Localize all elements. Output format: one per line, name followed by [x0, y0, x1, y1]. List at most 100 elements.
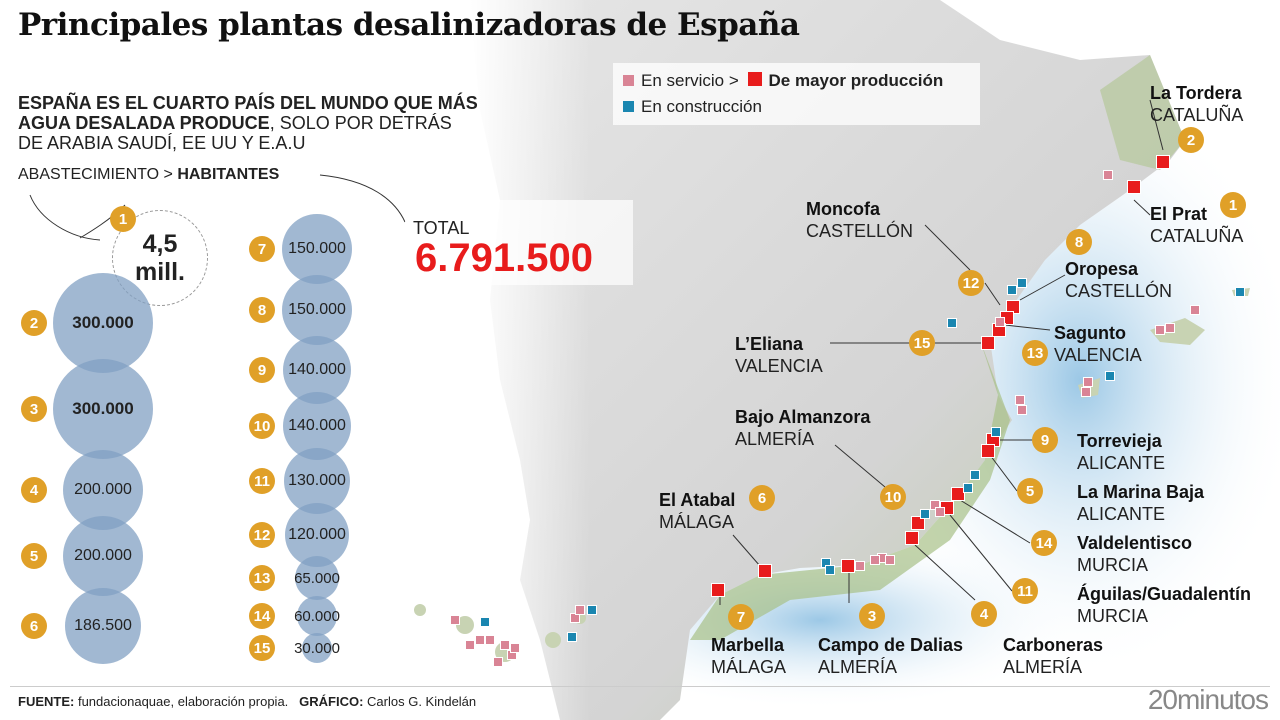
badge-14: 14: [249, 603, 275, 629]
plant-name: El Atabal: [659, 490, 736, 510]
plant-marker-in-service: [855, 561, 865, 571]
plant-label-1: El Prat CATALUÑA: [1150, 203, 1243, 247]
plant-region: MÁLAGA: [711, 657, 787, 677]
plant-name: Sagunto: [1054, 323, 1126, 343]
map-badge-1: 1: [1220, 192, 1246, 218]
plant-marker-top: [911, 516, 925, 530]
plant-marker-top: [758, 564, 772, 578]
plant-marker-top: [1127, 180, 1141, 194]
plant-marker-construction: [1105, 371, 1115, 381]
map-badge-2: 2: [1178, 127, 1204, 153]
plant-label-5: La Marina Baja ALICANTE: [1077, 481, 1204, 525]
plant-marker-in-service: [1165, 323, 1175, 333]
subtitle: ESPAÑA ES EL CUARTO PAÍS DEL MUNDO QUE M…: [18, 93, 478, 153]
badge-2: 2: [21, 310, 47, 336]
plant-label-13: Sagunto VALENCIA: [1054, 322, 1142, 365]
plant-region: CASTELLÓN: [806, 221, 914, 241]
plant-marker-in-service: [1017, 405, 1027, 415]
plant-name: Moncofa: [806, 199, 880, 219]
graphic-credit: Carlos G. Kindelán: [363, 694, 477, 709]
footer: FUENTE: fundacionaquae, elaboración prop…: [18, 694, 476, 709]
plant-label-6: El Atabal MÁLAGA: [659, 489, 735, 533]
plant-label-7: Marbella MÁLAGA: [711, 634, 786, 678]
plant-marker-in-service: [995, 317, 1005, 327]
supply-label: ABASTECIMIENTO > HABITANTES: [18, 166, 279, 184]
top-production-swatch: [747, 72, 762, 86]
plant-marker-construction: [991, 427, 1001, 437]
plant-marker-construction: [1017, 278, 1027, 288]
legend-in-service: En servicio > De mayor producción: [623, 71, 943, 91]
plant-marker-construction: [587, 605, 597, 615]
supply-bubble: 140.000: [283, 336, 351, 404]
badge-15: 15: [249, 635, 275, 661]
plant-name: Bajo Almanzora: [735, 407, 871, 427]
supply-bubble: 186.500: [65, 588, 141, 664]
plant-region: MURCIA: [1077, 555, 1148, 575]
plant-label-12: Moncofa CASTELLÓN: [806, 198, 913, 242]
map-badge-8: 8: [1066, 229, 1092, 255]
plant-label-11: Águilas/Guadalentín MURCIA: [1077, 583, 1251, 627]
plant-marker-construction: [825, 565, 835, 575]
legend-top-production-label: De mayor producción: [768, 71, 944, 90]
plant-region: ALMERÍA: [1003, 657, 1083, 677]
badge-7: 7: [249, 236, 275, 262]
plant-marker-construction: [480, 617, 490, 627]
plant-marker-in-service: [1083, 377, 1093, 387]
plant-marker-top: [981, 444, 995, 458]
map-badge-6: 6: [749, 485, 775, 511]
plant-marker-in-service: [1190, 305, 1200, 315]
plant-marker-top: [1156, 155, 1170, 169]
plant-marker-construction: [947, 318, 957, 328]
plant-marker-in-service: [510, 643, 520, 653]
subtitle-bold: ESPAÑA ES EL CUARTO PAÍS DEL MUNDO QUE M…: [18, 93, 478, 133]
plant-marker-in-service: [450, 615, 460, 625]
plant-marker-in-service: [493, 657, 503, 667]
map-badge-10: 10: [880, 484, 906, 510]
badge-8: 8: [249, 297, 275, 323]
leader-lines: [79, 99, 1164, 605]
supply-bubble: 120.000: [285, 503, 349, 567]
supply-bubble: 300.000: [53, 359, 153, 459]
plant-region: MURCIA: [1077, 606, 1148, 626]
plant-marker-in-service: [465, 640, 475, 650]
plant-marker-construction: [970, 470, 980, 480]
plant-marker-construction: [1235, 287, 1245, 297]
supply-bubble: 30.000: [294, 633, 340, 663]
plant-marker-top: [951, 487, 965, 501]
plant-name: L’Eliana: [735, 334, 804, 354]
plant-marker-in-service: [575, 605, 585, 615]
plant-marker-in-service: [1103, 170, 1113, 180]
plant-marker-in-service: [935, 507, 945, 517]
plant-marker-in-service: [1155, 325, 1165, 335]
supply-bubble: 200.000: [63, 516, 143, 596]
plant-region: ALICANTE: [1077, 453, 1166, 473]
supply-bubble: 65.000: [294, 556, 340, 600]
source: fundacionaquae, elaboración propia.: [74, 694, 289, 709]
plant-region: CASTELLÓN: [1065, 281, 1173, 301]
plant-name: El Prat: [1150, 204, 1208, 224]
plant-marker-in-service: [485, 635, 495, 645]
plant-label-9: Torrevieja ALICANTE: [1077, 430, 1165, 474]
plant-marker-construction: [920, 509, 930, 519]
plant-region: ALMERÍA: [735, 429, 815, 449]
plant-marker-construction: [567, 632, 577, 642]
legend-under-construction: En construcción: [623, 97, 762, 117]
in-service-swatch: [623, 75, 634, 86]
footer-divider: [10, 686, 1270, 687]
badge-5: 5: [21, 543, 47, 569]
plant-name: Águilas/Guadalentín: [1077, 584, 1252, 604]
page-title: Principales plantas desalinizadoras de E…: [18, 7, 800, 43]
plant-marker-in-service: [1015, 395, 1025, 405]
map-badge-3: 3: [859, 603, 885, 629]
plant-region: VALENCIA: [1054, 345, 1142, 365]
badge-12: 12: [249, 522, 275, 548]
plant-label-4: Carboneras ALMERÍA: [1003, 634, 1103, 678]
plant-name: Torrevieja: [1077, 431, 1162, 451]
logo-20minutos: 20minutos: [1147, 684, 1269, 715]
plant-region: CATALUÑA: [1150, 105, 1244, 125]
plant-name: Campo de Dalias: [818, 635, 964, 655]
supply-bubble: 150.000: [282, 275, 352, 345]
map-badge-14: 14: [1031, 530, 1057, 556]
map-badge-13: 13: [1022, 340, 1048, 366]
